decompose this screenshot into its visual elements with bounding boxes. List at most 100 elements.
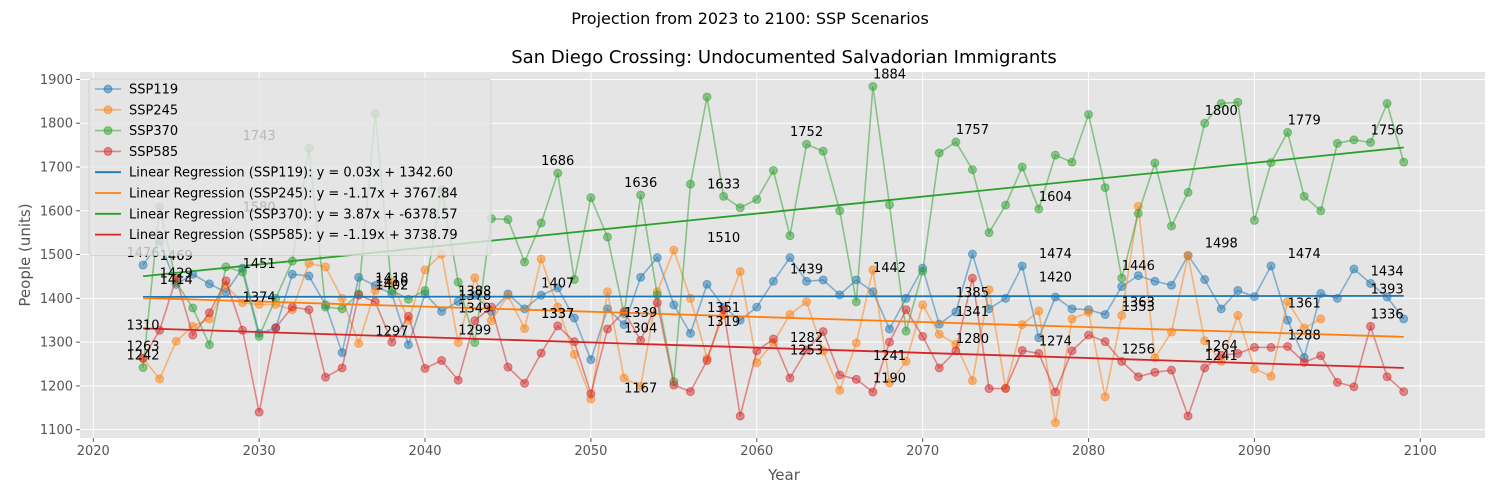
data-point [171,273,181,283]
data-point [1183,251,1193,261]
data-point [967,376,977,386]
data-point [503,362,513,372]
data-point [1133,208,1143,218]
data-point [321,372,331,382]
data-point [354,338,364,348]
data-point [1166,221,1176,231]
data-point [204,279,214,289]
data-point [785,373,795,383]
data-point [138,363,148,373]
legend-item: Linear Regression (SSP585): y = -1.19x +… [95,228,458,243]
data-point [1166,280,1176,290]
data-point [669,245,679,255]
data-point [1366,137,1376,147]
data-point [1034,204,1044,214]
data-point [271,323,281,333]
data-point [287,269,297,279]
data-point [138,260,148,270]
data-point [1001,200,1011,210]
data-point [453,375,463,385]
data-label: 1393 [1371,282,1404,297]
data-point [1150,276,1160,286]
data-label: 1388 [458,285,491,300]
data-label: 1498 [1205,236,1238,251]
data-point [354,290,364,300]
data-point [1017,345,1027,355]
data-label: 1319 [707,315,740,330]
x-tick-label: 2070 [906,444,939,459]
data-point [1332,138,1342,148]
series-layer [138,81,1409,428]
data-point [1233,285,1243,295]
data-label: 1451 [243,257,276,272]
data-point [536,254,546,264]
y-tick-label: 1300 [40,336,73,351]
data-point [1017,162,1027,172]
data-label: 1241 [873,349,906,364]
data-label: 1241 [1205,349,1238,364]
data-point [1283,296,1293,306]
data-label: 1439 [790,262,823,277]
data-point [403,340,413,350]
data-point [619,320,629,330]
legend: SSP119 SSP245 SSP370 SSP585 Linear Regressio… [88,78,492,256]
data-label: 1337 [541,307,574,322]
data-point [901,326,911,336]
data-point [818,146,828,156]
data-point [1249,342,1259,352]
data-label: 1353 [1122,300,1155,315]
data-point [768,166,778,176]
data-label: 1297 [375,324,408,339]
data-label: 1282 [790,331,823,346]
data-point [1299,323,1309,333]
data-label: 1274 [1039,335,1072,350]
data-point [188,303,198,313]
data-point [685,328,695,338]
data-point [1266,158,1276,168]
data-point [1050,387,1060,397]
data-point [1150,158,1160,168]
data-point [287,302,297,312]
data-point [304,305,314,315]
data-point [802,276,812,286]
legend-label: Linear Regression (SSP245): y = -1.17x +… [129,187,458,202]
data-point [1100,392,1110,402]
legend-label: Linear Regression (SSP370): y = 3.87x + … [129,207,458,222]
data-point [354,272,364,282]
data-point [1216,99,1226,109]
data-point [835,385,845,395]
data-label: 1374 [243,291,276,306]
data-point [1067,157,1077,167]
data-label: 1884 [873,67,906,82]
data-point [802,139,812,149]
data-point [437,356,447,366]
data-point [835,206,845,216]
data-label: 1434 [1371,264,1404,279]
x-axis-label: Year [767,466,801,484]
data-point [835,370,845,380]
data-point [636,272,646,282]
data-label: 1756 [1371,123,1404,138]
data-label: 1310 [126,319,159,334]
data-point [1366,278,1376,288]
data-point [719,191,729,201]
data-point [437,306,447,316]
x-tick-label: 2080 [1072,444,1105,459]
data-point [1034,349,1044,359]
data-label: 1633 [707,177,740,192]
data-point [984,285,994,295]
data-point [536,218,546,228]
legend-item: SSP585 [95,145,178,160]
y-axis-label: People (units) [16,203,34,306]
legend-label: Linear Regression (SSP119): y = 0.03x + … [129,166,453,181]
y-tick-label: 1600 [40,204,73,219]
data-point [1133,271,1143,281]
data-point [470,273,480,283]
data-point [752,302,762,312]
data-point [1050,418,1060,428]
data-point [1216,304,1226,314]
data-point [204,308,214,318]
data-label: 1410 [375,275,408,290]
data-point [868,265,878,275]
data-label: 1779 [1288,113,1321,128]
